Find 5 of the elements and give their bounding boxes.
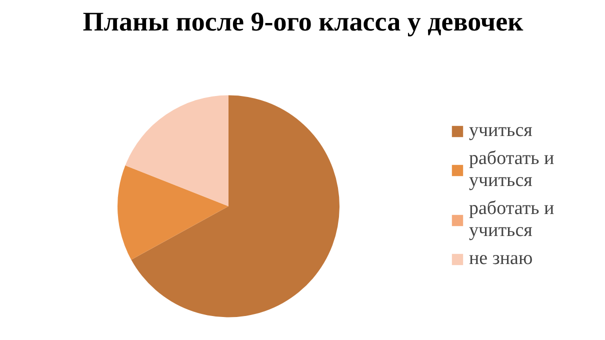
legend-label: учиться xyxy=(469,120,532,142)
legend-label: работать и учиться xyxy=(469,198,554,242)
chart-title: Планы после 9-ого класса у девочек xyxy=(82,6,524,36)
legend-label: не знаю xyxy=(469,248,533,270)
legend-label: работать и учиться xyxy=(469,148,554,192)
